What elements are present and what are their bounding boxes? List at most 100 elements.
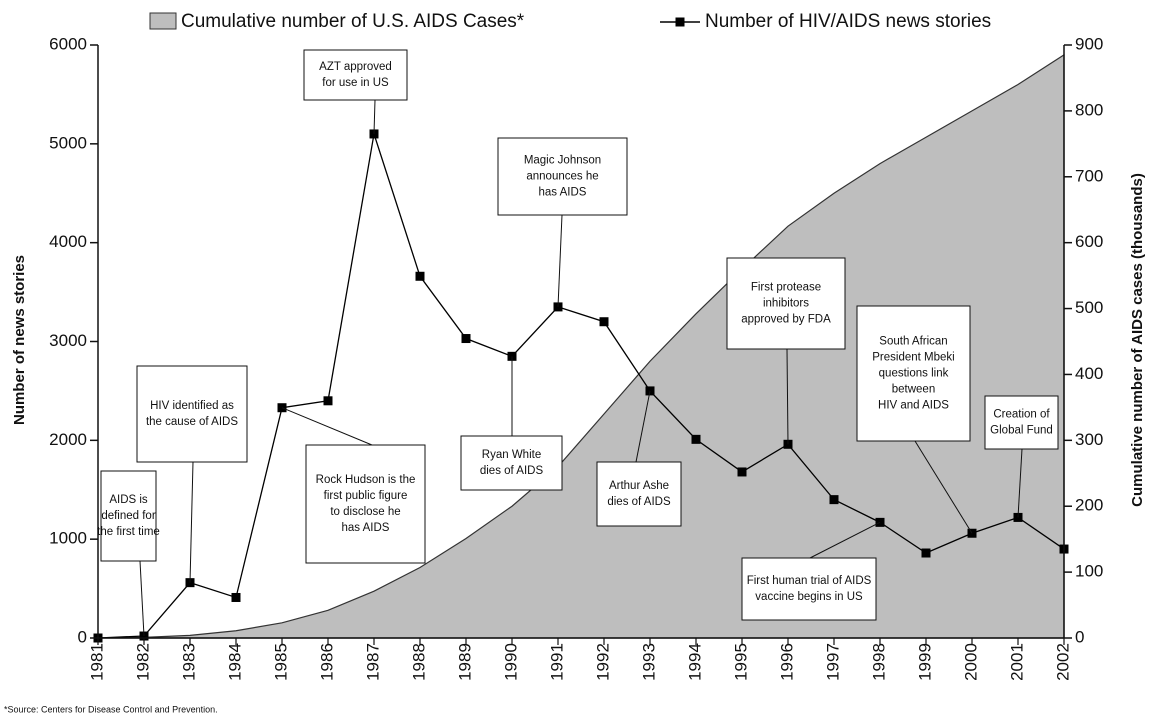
annotation-box [596, 461, 682, 527]
x-tick-label: 1982 [133, 643, 152, 681]
x-tick-label: 2002 [1053, 643, 1072, 681]
annotation-text: First protease [751, 282, 821, 294]
annotation-text: Rock Hudson is the [316, 474, 416, 486]
y2-tick-label: 700 [1075, 166, 1103, 185]
point-marker [231, 592, 241, 602]
x-tick-label: 1994 [685, 643, 704, 681]
source-note: *Source: Centers for Disease Control and… [4, 704, 218, 714]
annotation-leader [786, 348, 789, 445]
y2-tick-label: 200 [1075, 496, 1103, 515]
y2-tick-label: 500 [1075, 298, 1103, 317]
y-tick-label: 0 [78, 627, 87, 646]
annotation-box [100, 470, 157, 562]
annotation-box [741, 557, 877, 621]
annotation-text: HIV identified as [150, 400, 234, 412]
x-tick-label: 1989 [455, 643, 474, 681]
x-tick-label: 1998 [869, 643, 888, 681]
x-tick-label: 1993 [639, 643, 658, 681]
annotation-text: Global Fund [990, 425, 1053, 437]
annotation-text: Arthur Ashe [609, 480, 669, 492]
annotation-leader [373, 99, 376, 134]
point-marker [415, 271, 425, 281]
y2-tick-label: 600 [1075, 232, 1103, 251]
annotation-box [460, 435, 563, 491]
annotation-text: has AIDS [342, 522, 390, 534]
y2-tick-label: 400 [1075, 364, 1103, 383]
annotation-text: AIDS is [109, 494, 148, 506]
annotation-box [303, 49, 408, 101]
x-tick-label: 1992 [593, 643, 612, 681]
point-marker [737, 467, 747, 477]
y-tick-label: 5000 [49, 133, 87, 152]
annotation-leader [1017, 448, 1023, 518]
x-tick-label: 1997 [823, 643, 842, 681]
y2-tick-label: 0 [1075, 627, 1084, 646]
point-marker [461, 334, 471, 344]
annotation-text: for use in US [322, 77, 389, 89]
annotation-text: dies of AIDS [607, 496, 671, 508]
y-axis-label: Number of news stories [11, 255, 28, 425]
annotation-text: HIV and AIDS [878, 400, 949, 412]
legend-label: Number of HIV/AIDS news stories [705, 11, 991, 32]
annotation-text: the cause of AIDS [146, 416, 238, 428]
y2-tick-label: 300 [1075, 430, 1103, 449]
annotation-text: President Mbeki [872, 352, 954, 364]
annotation-box [305, 444, 426, 564]
annotation-text: to disclose he [330, 506, 400, 518]
annotation-box [136, 365, 248, 463]
annotation-box [726, 257, 846, 350]
x-tick-label: 1985 [271, 643, 290, 681]
annotation-text: announces he [526, 171, 598, 183]
annotation-text: Creation of [993, 409, 1050, 421]
legend-marker [675, 17, 685, 27]
annotation-text: defined for [101, 510, 156, 522]
annotation-leader [139, 560, 145, 637]
annotation-box [856, 305, 971, 442]
annotation-leader [281, 407, 373, 446]
x-tick-label: 1990 [501, 643, 520, 681]
x-tick-label: 1999 [915, 643, 934, 681]
annotation-text: dies of AIDS [480, 465, 544, 477]
x-tick-label: 2000 [961, 643, 980, 681]
x-tick-label: 1995 [731, 643, 750, 681]
annotation-text: South African [879, 336, 947, 348]
line [97, 133, 1065, 639]
y-tick-label: 4000 [49, 232, 87, 251]
y-tick-label: 2000 [49, 430, 87, 449]
x-tick-label: 1988 [409, 643, 428, 681]
x-tick-label: 1986 [317, 643, 336, 681]
annotation-text: the first time [97, 526, 160, 538]
annotation-text: between [892, 384, 935, 396]
annotation-leader [557, 214, 563, 307]
x-tick-label: 1981 [87, 643, 106, 681]
legend-swatch [149, 12, 177, 30]
y2-tick-label: 900 [1075, 34, 1103, 53]
area [97, 53, 1065, 639]
annotation-text: approved by FDA [741, 314, 831, 326]
x-tick-label: 1983 [179, 643, 198, 681]
legend-label: Cumulative number of U.S. AIDS Cases* [181, 11, 525, 32]
annotation-text: first public figure [324, 490, 408, 502]
y-tick-label: 6000 [49, 34, 87, 53]
x-tick-label: 2001 [1007, 643, 1026, 681]
annotation-text: Magic Johnson [524, 155, 601, 167]
annotation-text: inhibitors [763, 298, 809, 310]
annotation-text: questions link [879, 368, 949, 380]
y-tick-label: 3000 [49, 331, 87, 350]
point-marker [921, 548, 931, 558]
annotation-text: Ryan White [482, 449, 541, 461]
point-marker [599, 317, 609, 327]
annotation-leader [189, 461, 194, 583]
annotation-text: vaccine begins in US [755, 591, 863, 603]
annotation-leader [914, 440, 973, 534]
y2-tick-label: 100 [1075, 562, 1103, 581]
annotation-box [497, 137, 628, 216]
y2-tick-label: 800 [1075, 100, 1103, 119]
annotation-leader [809, 521, 881, 559]
y-tick-label: 1000 [49, 529, 87, 548]
x-tick-label: 1991 [547, 643, 566, 681]
x-tick-label: 1987 [363, 643, 382, 681]
point-marker [691, 434, 701, 444]
annotation-text: has AIDS [539, 187, 587, 199]
